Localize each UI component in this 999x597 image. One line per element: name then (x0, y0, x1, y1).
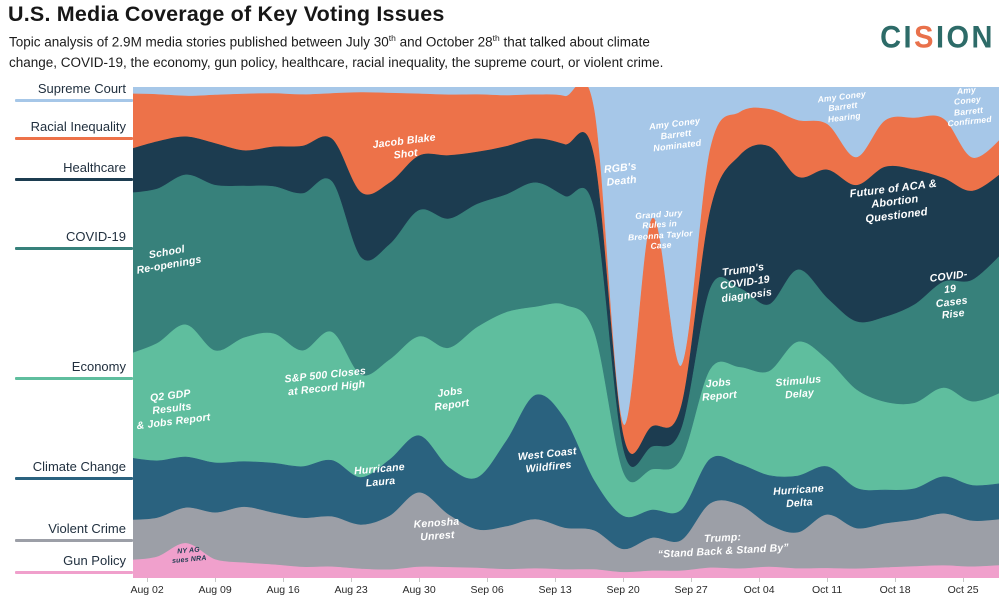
x-axis-label: Oct 25 (947, 584, 979, 596)
y-axis-label-gun-policy: Gun Policy (63, 553, 126, 568)
x-axis-tick (351, 578, 353, 582)
x-axis: Aug 02 Aug 09 Aug 16 Aug 23 Aug 30 Sep 06 Sep … (130, 578, 999, 597)
y-axis-label-racial-inequality: Racial Inequality (30, 119, 126, 134)
y-axis-underline (15, 247, 133, 250)
x-axis-label: Oct 11 (812, 584, 843, 596)
x-axis-tick (691, 578, 693, 582)
logo-letters: CI (880, 20, 915, 56)
area-band-gun-policy (133, 543, 999, 578)
subtitle: Topic analysis of 2.9M media stories pub… (9, 32, 663, 73)
y-axis-underline (15, 571, 133, 574)
y-axis-label-violent-crime: Violent Crime (48, 521, 126, 536)
x-axis-tick (759, 578, 761, 582)
x-axis-tick (895, 578, 897, 582)
superscript-th: th (492, 33, 500, 43)
y-axis-underline (15, 137, 133, 140)
chart-area: School Re-openings Jacob Blake Shot RGB's … (133, 84, 999, 578)
subtitle-text: change, COVID-19, the economy, gun polic… (9, 54, 664, 70)
x-axis-label: Aug 30 (402, 584, 436, 596)
x-axis-label: Oct 18 (879, 584, 911, 596)
x-axis-label: Oct 04 (743, 584, 775, 596)
subtitle-text: Topic analysis of 2.9M media stories pub… (9, 34, 389, 50)
x-axis-tick (147, 578, 149, 582)
x-axis-tick (827, 578, 829, 582)
x-axis-tick (487, 578, 489, 582)
x-axis-tick (555, 578, 557, 582)
x-axis-label: Aug 16 (266, 584, 300, 596)
y-axis-underline (15, 477, 133, 480)
subtitle-text: that talked about climate (499, 34, 650, 50)
y-axis-label-economy: Economy (71, 359, 126, 374)
x-axis-label: Aug 23 (334, 584, 368, 596)
x-axis-tick (963, 578, 965, 582)
x-axis-tick (419, 578, 421, 582)
x-axis-label: Sep 27 (674, 584, 708, 596)
y-axis-label-covid-19: COVID-19 (66, 229, 126, 244)
x-axis-label: Aug 02 (130, 584, 164, 596)
subtitle-text: and October 28 (395, 34, 493, 50)
y-axis-label-supreme-court: Supreme Court (37, 81, 126, 96)
y-axis-underline (15, 178, 133, 181)
x-axis-label: Aug 09 (198, 584, 232, 596)
superscript-th: th (388, 33, 396, 43)
y-axis-label-climate-change: Climate Change (32, 459, 126, 474)
cision-logo: CISION (880, 21, 995, 57)
logo-letter-s: S (914, 20, 936, 56)
y-axis-underline (15, 539, 133, 542)
y-axis-underline (15, 377, 133, 380)
page-title: U.S. Media Coverage of Key Voting Issues (8, 2, 445, 26)
y-axis-label-healthcare: Healthcare (63, 160, 126, 175)
x-axis-label: Sep 06 (470, 584, 504, 596)
x-axis-label: Sep 13 (538, 584, 572, 596)
x-axis-label: Sep 20 (606, 584, 640, 596)
x-axis-tick (623, 578, 625, 582)
y-axis-underline (15, 99, 133, 102)
x-axis-tick (215, 578, 217, 582)
logo-letters: ION (935, 20, 995, 56)
x-axis-tick (283, 578, 285, 582)
stacked-area-chart (133, 87, 999, 578)
